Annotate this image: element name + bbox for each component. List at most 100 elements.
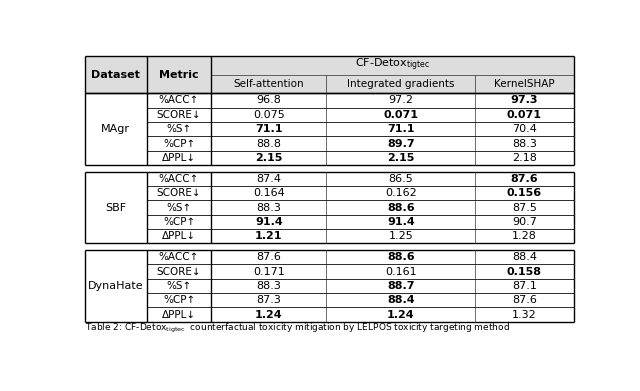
Bar: [326, 200, 476, 215]
Text: 1.32: 1.32: [512, 310, 537, 319]
Bar: [476, 215, 573, 229]
Bar: [211, 56, 573, 75]
Bar: [211, 264, 326, 279]
Bar: [326, 293, 476, 307]
Text: SBF: SBF: [106, 203, 127, 213]
Text: 88.4: 88.4: [387, 295, 415, 305]
Text: SCORE↓: SCORE↓: [157, 267, 202, 276]
Text: 0.158: 0.158: [507, 267, 542, 276]
Bar: [211, 279, 326, 293]
Text: 1.25: 1.25: [388, 231, 413, 241]
Bar: [326, 279, 476, 293]
Text: SCORE↓: SCORE↓: [157, 188, 202, 198]
Bar: [147, 229, 211, 244]
Bar: [147, 279, 211, 293]
Text: 88.3: 88.3: [512, 138, 537, 149]
Text: Self-attention: Self-attention: [234, 79, 304, 89]
Text: 1.21: 1.21: [255, 231, 283, 241]
Bar: [147, 56, 211, 93]
Bar: [211, 215, 326, 229]
Text: 0.161: 0.161: [385, 267, 417, 276]
Bar: [147, 108, 211, 122]
Bar: [85, 250, 147, 322]
Bar: [476, 200, 573, 215]
Bar: [147, 293, 211, 307]
Bar: [211, 307, 326, 322]
Bar: [476, 307, 573, 322]
Text: 2.15: 2.15: [387, 153, 415, 163]
Text: 71.1: 71.1: [387, 124, 415, 134]
Text: 88.3: 88.3: [257, 203, 282, 213]
Text: 89.7: 89.7: [387, 138, 415, 149]
Bar: [211, 75, 326, 93]
Bar: [326, 136, 476, 151]
Text: MAgr: MAgr: [101, 124, 131, 134]
Bar: [326, 186, 476, 200]
Text: 0.071: 0.071: [507, 110, 542, 120]
Text: 87.6: 87.6: [512, 295, 537, 305]
Bar: [326, 250, 476, 264]
Text: %S↑: %S↑: [166, 203, 191, 213]
Bar: [326, 122, 476, 136]
Text: 0.171: 0.171: [253, 267, 285, 276]
Text: 87.6: 87.6: [257, 252, 282, 262]
Text: 91.4: 91.4: [255, 217, 283, 227]
Bar: [326, 93, 476, 108]
Bar: [211, 93, 326, 108]
Bar: [476, 186, 573, 200]
Text: DynaHate: DynaHate: [88, 281, 143, 291]
Text: 90.7: 90.7: [512, 217, 537, 227]
Text: ΔPPL↓: ΔPPL↓: [162, 153, 196, 163]
Bar: [326, 108, 476, 122]
Text: 0.164: 0.164: [253, 188, 285, 198]
Bar: [476, 108, 573, 122]
Bar: [147, 151, 211, 165]
Text: 86.5: 86.5: [388, 174, 413, 184]
Text: 88.6: 88.6: [387, 203, 415, 213]
Bar: [211, 172, 326, 186]
Bar: [85, 56, 147, 93]
Text: 70.4: 70.4: [512, 124, 537, 134]
Bar: [326, 264, 476, 279]
Text: 87.6: 87.6: [511, 174, 538, 184]
Bar: [211, 151, 326, 165]
Text: 88.8: 88.8: [257, 138, 282, 149]
Bar: [147, 172, 211, 186]
Text: %CP↑: %CP↑: [163, 138, 195, 149]
Text: %ACC↑: %ACC↑: [159, 95, 199, 106]
Bar: [211, 200, 326, 215]
Bar: [476, 136, 573, 151]
Bar: [211, 108, 326, 122]
Text: 97.2: 97.2: [388, 95, 413, 106]
Text: 96.8: 96.8: [257, 95, 282, 106]
Text: 0.075: 0.075: [253, 110, 285, 120]
Bar: [211, 186, 326, 200]
Text: ΔPPL↓: ΔPPL↓: [162, 310, 196, 319]
Text: Dataset: Dataset: [92, 70, 140, 80]
Bar: [85, 172, 147, 244]
Text: 87.1: 87.1: [512, 281, 537, 291]
Bar: [211, 122, 326, 136]
Text: 71.1: 71.1: [255, 124, 283, 134]
Text: 88.3: 88.3: [257, 281, 282, 291]
Bar: [147, 307, 211, 322]
Text: KernelSHAP: KernelSHAP: [494, 79, 555, 89]
Text: ΔPPL↓: ΔPPL↓: [162, 231, 196, 241]
Bar: [476, 151, 573, 165]
Bar: [211, 136, 326, 151]
Bar: [147, 136, 211, 151]
Text: %S↑: %S↑: [166, 124, 191, 134]
Text: 88.7: 88.7: [387, 281, 415, 291]
Bar: [476, 75, 573, 93]
Bar: [147, 200, 211, 215]
Text: 0.156: 0.156: [507, 188, 542, 198]
Bar: [147, 215, 211, 229]
Text: %ACC↑: %ACC↑: [159, 174, 199, 184]
Text: 97.3: 97.3: [511, 95, 538, 106]
Text: 87.3: 87.3: [257, 295, 282, 305]
Text: 91.4: 91.4: [387, 217, 415, 227]
Bar: [147, 122, 211, 136]
Text: SCORE↓: SCORE↓: [157, 110, 202, 120]
Bar: [476, 250, 573, 264]
Text: 1.28: 1.28: [512, 231, 537, 241]
